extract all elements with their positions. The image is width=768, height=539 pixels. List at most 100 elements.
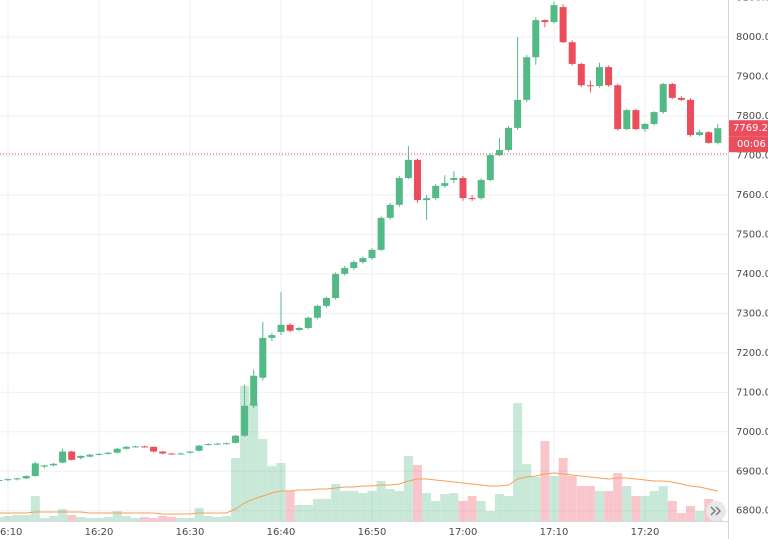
candle-body xyxy=(95,453,103,455)
candle-body xyxy=(186,451,194,453)
volume-bar xyxy=(540,441,550,521)
volume-bar xyxy=(576,486,586,521)
volume-bar xyxy=(167,517,177,521)
y-tick-label: 7600.0 xyxy=(736,190,768,201)
countdown-label: 00:06 xyxy=(737,139,766,150)
volume-bar xyxy=(331,484,341,521)
candle-body xyxy=(0,479,3,481)
volume-bar xyxy=(522,464,532,521)
volume-bar xyxy=(367,491,377,521)
volume-bar xyxy=(394,491,404,521)
candle-body xyxy=(31,463,39,477)
candle-body xyxy=(395,178,403,205)
volume-bar xyxy=(403,456,413,521)
y-tick-label: 7900.0 xyxy=(736,72,768,83)
volume-bar xyxy=(12,515,22,521)
y-tick-label: 6800.0 xyxy=(736,506,768,517)
volume-bar xyxy=(340,491,350,521)
volume-bar xyxy=(640,496,650,521)
volume-bar xyxy=(558,458,568,521)
candle-body xyxy=(677,97,685,100)
candle-body xyxy=(295,327,303,330)
volume-bar xyxy=(513,403,523,521)
candle-body xyxy=(131,446,139,448)
candle-body xyxy=(650,112,658,124)
volume-bar xyxy=(549,476,559,521)
candle-body xyxy=(286,324,294,331)
candle-body xyxy=(550,5,558,23)
volume-bar xyxy=(440,494,450,521)
candle-body xyxy=(222,443,230,445)
scroll-button[interactable] xyxy=(706,501,726,521)
countdown-box xyxy=(729,136,768,153)
y-tick-label: 7700.0 xyxy=(736,151,768,162)
candle-body xyxy=(350,262,358,268)
volume-bar xyxy=(185,518,195,521)
volume-bar xyxy=(567,476,577,521)
candle-body xyxy=(377,217,385,250)
volume-bar xyxy=(595,491,604,521)
last-price-box xyxy=(729,120,768,137)
volume-bar xyxy=(322,499,331,521)
y-tick-label: 7300.0 xyxy=(736,308,768,319)
candle-body xyxy=(68,451,76,460)
volume-bar xyxy=(667,501,677,521)
candle-body xyxy=(113,448,121,453)
candle-body xyxy=(432,185,440,199)
candle-body xyxy=(241,405,249,436)
scroll-icon xyxy=(710,506,721,516)
candle-body xyxy=(40,465,48,467)
candle-body xyxy=(486,155,494,180)
volume-bar xyxy=(476,501,486,521)
volume-bar xyxy=(686,506,695,521)
volume-bar xyxy=(622,486,632,521)
candle-body xyxy=(668,84,676,98)
candle-body xyxy=(122,446,130,449)
candle-body xyxy=(596,67,603,87)
x-tick-label: 16:50 xyxy=(358,527,387,538)
x-tick-label: 16:30 xyxy=(176,527,205,538)
volume-bar xyxy=(467,496,477,521)
volume-bar xyxy=(49,516,58,521)
candle-body xyxy=(259,337,267,378)
volume-bar xyxy=(285,491,295,521)
candle-body xyxy=(213,443,221,445)
x-tick-label: 16:40 xyxy=(267,527,296,538)
volume-bar xyxy=(385,489,395,521)
candle-body xyxy=(4,479,12,481)
candle-body xyxy=(141,446,148,448)
candle-body xyxy=(159,451,167,454)
volume-pane xyxy=(0,386,723,521)
volume-bar xyxy=(695,511,705,521)
volume-bar xyxy=(504,496,513,521)
volume-bar xyxy=(604,491,614,521)
candle-body xyxy=(195,445,203,451)
candle-body xyxy=(495,149,503,156)
volume-bar xyxy=(449,493,459,521)
candle-body xyxy=(559,7,567,43)
volume-bar xyxy=(676,513,686,521)
candle-body xyxy=(477,179,485,199)
candle-body xyxy=(623,110,631,130)
candle-body xyxy=(523,57,531,100)
y-tick-label: 7000.0 xyxy=(736,427,768,438)
x-tick-label: 17:20 xyxy=(631,527,660,538)
y-tick-label: 6900.0 xyxy=(736,466,768,477)
volume-bar xyxy=(76,517,86,521)
candle-body xyxy=(86,454,94,457)
candle-body xyxy=(468,198,476,200)
volume-bar xyxy=(413,465,422,521)
scroll-button-circle[interactable] xyxy=(706,501,726,521)
volume-bar xyxy=(631,496,641,521)
volume-bar xyxy=(376,481,386,521)
candle-body xyxy=(514,99,522,128)
volume-bar xyxy=(303,505,313,521)
y-tick-label: 8100.0 xyxy=(736,0,768,4)
candle-body xyxy=(150,446,158,452)
candle-body xyxy=(359,258,367,263)
volume-bar xyxy=(94,518,104,521)
candle-body xyxy=(505,127,512,150)
